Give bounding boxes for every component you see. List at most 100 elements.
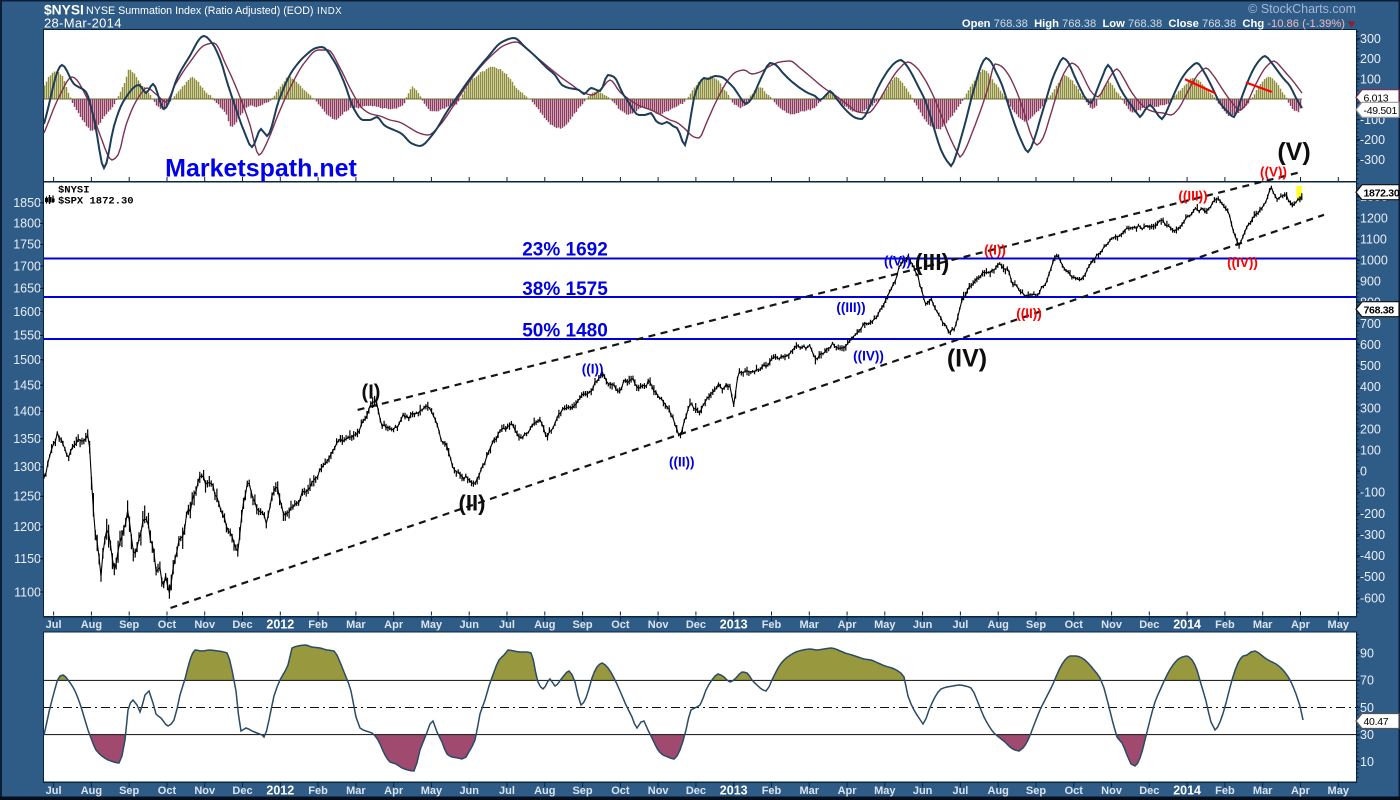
svg-text:1500: 1500: [13, 353, 41, 367]
svg-text:$NYSI: $NYSI: [44, 3, 84, 18]
svg-text:Oct: Oct: [158, 619, 177, 631]
svg-text:Apr: Apr: [838, 785, 858, 797]
svg-text:1150: 1150: [14, 552, 41, 566]
svg-text:900: 900: [1360, 275, 1381, 289]
svg-text:(IV): (IV): [947, 345, 987, 373]
svg-text:1872.30: 1872.30: [1364, 187, 1400, 199]
svg-text:1850: 1850: [13, 196, 41, 210]
svg-text:70: 70: [1360, 674, 1374, 688]
svg-text:768.38: 768.38: [1364, 304, 1395, 316]
svg-text:Sep: Sep: [572, 785, 592, 797]
svg-text:May: May: [1328, 619, 1350, 631]
svg-text:Oct: Oct: [158, 785, 177, 797]
svg-text:Mar: Mar: [346, 619, 366, 631]
svg-text:Jul: Jul: [952, 785, 968, 797]
svg-text:1250: 1250: [13, 490, 41, 504]
svg-text:Feb: Feb: [1215, 785, 1235, 797]
svg-text:(III): (III): [915, 249, 950, 275]
svg-text:2013: 2013: [720, 783, 748, 797]
svg-text:Feb: Feb: [308, 785, 328, 797]
svg-text:((IV)): ((IV)): [853, 349, 884, 364]
svg-text:1350: 1350: [13, 432, 41, 446]
svg-text:10: 10: [1360, 755, 1374, 769]
svg-text:((I)): ((I)): [582, 362, 604, 377]
svg-text:400: 400: [1360, 380, 1381, 394]
svg-text:Feb: Feb: [308, 619, 328, 631]
svg-text:700: 700: [1360, 317, 1381, 331]
svg-text:1200: 1200: [1360, 211, 1388, 225]
svg-text:Mar: Mar: [799, 619, 819, 631]
svg-text:NYSE Summation Index (Ratio Ad: NYSE Summation Index (Ratio Adjusted) (E…: [86, 5, 314, 17]
svg-text:Oct: Oct: [1065, 785, 1084, 797]
svg-text:(V): (V): [1277, 138, 1310, 166]
svg-text:-200: -200: [1360, 133, 1385, 147]
svg-text:1000: 1000: [1360, 254, 1388, 268]
svg-text:Feb: Feb: [762, 619, 782, 631]
svg-text:Jul: Jul: [499, 619, 515, 631]
svg-text:Oct: Oct: [1065, 619, 1084, 631]
svg-text:Nov: Nov: [1101, 785, 1123, 797]
svg-text:300: 300: [1360, 32, 1381, 46]
svg-text:1100: 1100: [1360, 232, 1387, 246]
svg-text:-400: -400: [1360, 549, 1385, 563]
svg-text:© StockCharts.com: © StockCharts.com: [1248, 2, 1356, 16]
svg-text:-600: -600: [1360, 591, 1385, 605]
svg-text:-500: -500: [1360, 570, 1385, 584]
svg-text:-300: -300: [1360, 528, 1385, 542]
svg-text:Dec: Dec: [686, 785, 706, 797]
svg-text:40.47: 40.47: [1364, 716, 1389, 728]
svg-text:Apr: Apr: [838, 619, 858, 631]
svg-text:Mar: Mar: [346, 785, 366, 797]
svg-text:Aug: Aug: [81, 785, 102, 797]
svg-text:-49.501: -49.501: [1364, 105, 1398, 117]
svg-text:(II): (II): [459, 491, 486, 516]
svg-text:200: 200: [1360, 52, 1381, 66]
svg-text:Jun: Jun: [913, 619, 933, 631]
svg-text:(I): (I): [362, 382, 381, 404]
svg-text:-200: -200: [1360, 507, 1385, 521]
svg-text:Nov: Nov: [648, 619, 670, 631]
svg-text:Aug: Aug: [988, 619, 1009, 631]
svg-text:500: 500: [1360, 359, 1381, 373]
svg-text:1550: 1550: [13, 329, 41, 343]
svg-text:Dec: Dec: [232, 785, 252, 797]
svg-text:Sep: Sep: [1026, 785, 1046, 797]
svg-text:1400: 1400: [13, 405, 41, 419]
svg-text:Nov: Nov: [648, 785, 670, 797]
svg-text:Jul: Jul: [499, 785, 515, 797]
svg-text:$SPX 1872.30: $SPX 1872.30: [58, 196, 134, 208]
svg-text:6.013: 6.013: [1364, 92, 1389, 104]
svg-text:1450: 1450: [13, 378, 41, 392]
svg-text:((II)): ((II)): [669, 455, 694, 470]
svg-text:50% 1480: 50% 1480: [522, 321, 608, 342]
svg-text:100: 100: [1360, 72, 1381, 86]
svg-text:2012: 2012: [266, 783, 294, 797]
svg-text:May: May: [421, 785, 443, 797]
svg-text:1750: 1750: [13, 238, 41, 252]
svg-text:1300: 1300: [13, 460, 41, 474]
svg-text:Sep: Sep: [1026, 619, 1046, 631]
svg-text:Aug: Aug: [988, 785, 1009, 797]
svg-text:Nov: Nov: [194, 619, 216, 631]
svg-text:May: May: [874, 785, 896, 797]
svg-text:Dec: Dec: [686, 619, 706, 631]
svg-text:Sep: Sep: [119, 785, 139, 797]
svg-text:1650: 1650: [13, 282, 41, 296]
svg-text:Aug: Aug: [534, 785, 555, 797]
svg-text:((V)): ((V)): [1260, 165, 1287, 180]
svg-text:200: 200: [1360, 422, 1381, 436]
svg-text:Nov: Nov: [194, 785, 216, 797]
svg-text:Jun: Jun: [459, 619, 479, 631]
svg-text:Oct: Oct: [611, 785, 630, 797]
svg-text:90: 90: [1360, 647, 1374, 661]
svg-text:Dec: Dec: [1139, 619, 1159, 631]
svg-text:Mar: Mar: [1253, 785, 1273, 797]
svg-text:Nov: Nov: [1101, 619, 1123, 631]
svg-text:Sep: Sep: [572, 619, 592, 631]
svg-text:28-Mar-2014: 28-Mar-2014: [44, 16, 122, 31]
svg-text:Aug: Aug: [534, 619, 555, 631]
svg-text:1700: 1700: [13, 259, 41, 273]
svg-text:38% 1575: 38% 1575: [522, 279, 608, 300]
svg-text:May: May: [421, 619, 443, 631]
svg-text:23% 1692: 23% 1692: [522, 240, 608, 261]
